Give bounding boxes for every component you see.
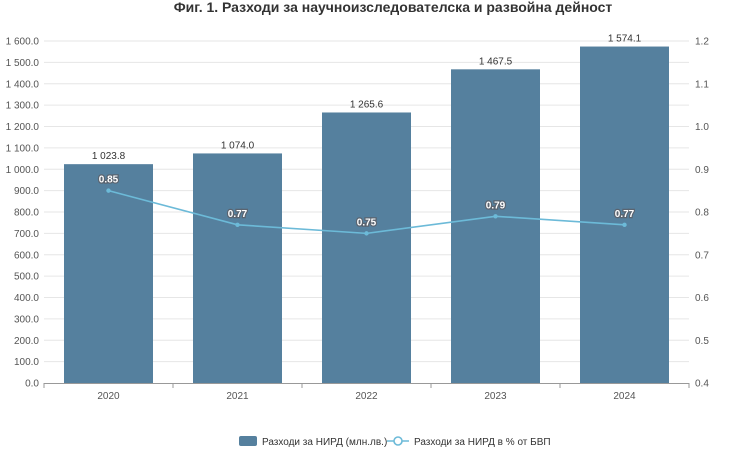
y-left-tick-label: 1 000.0 bbox=[6, 165, 40, 176]
x-tick-label: 2020 bbox=[97, 391, 120, 402]
y-right-tick-label: 0.4 bbox=[695, 379, 709, 390]
y-left-tick-label: 500.0 bbox=[14, 272, 39, 283]
bar-value-label: 1 574.1 bbox=[608, 34, 642, 45]
y-right-tick-label: 0.8 bbox=[695, 208, 709, 219]
y-left-tick-label: 400.0 bbox=[14, 293, 39, 304]
y-right-tick-label: 0.9 bbox=[695, 165, 709, 176]
y-left-tick-label: 900.0 bbox=[14, 186, 39, 197]
y-left-tick-label: 200.0 bbox=[14, 336, 39, 347]
x-axis: 2020 2021 2022 2023 2024 bbox=[43, 383, 690, 402]
y-left-tick-label: 700.0 bbox=[14, 229, 39, 240]
y-right-tick-label: 0.5 bbox=[695, 336, 709, 347]
y-right-tick-label: 0.7 bbox=[695, 250, 709, 261]
line-point[interactable] bbox=[235, 222, 240, 228]
line-value-label: 0.85 bbox=[99, 175, 119, 186]
x-tick-label: 2024 bbox=[613, 391, 636, 402]
legend-line-marker bbox=[393, 436, 403, 446]
line-value-label: 0.77 bbox=[228, 209, 248, 220]
bar[interactable] bbox=[451, 69, 540, 384]
y-right-tick-label: 1.0 bbox=[695, 122, 709, 133]
line-point[interactable] bbox=[364, 231, 369, 236]
y-left-tick-label: 800.0 bbox=[14, 208, 39, 219]
y-axis-left: 0.0 100.0 200.0 300.0 400.0 500.0 600.0 700.0 80… bbox=[6, 37, 40, 390]
line-point[interactable] bbox=[106, 188, 111, 193]
line-value-label: 0.75 bbox=[357, 217, 377, 228]
legend-bar-swatch bbox=[239, 436, 257, 446]
legend-line-label: Разходи за НИРД в % от БВП bbox=[414, 437, 551, 448]
y-left-tick-label: 1 100.0 bbox=[6, 143, 40, 154]
line-value-label: 0.79 bbox=[486, 200, 506, 211]
bar[interactable] bbox=[64, 164, 153, 383]
y-left-tick-label: 300.0 bbox=[14, 314, 39, 325]
y-left-tick-label: 1 200.0 bbox=[6, 122, 40, 133]
bar-value-label: 1 074.0 bbox=[221, 140, 255, 151]
y-left-tick-label: 1 300.0 bbox=[6, 101, 40, 112]
y-left-tick-label: 0.0 bbox=[25, 379, 39, 390]
line-series: 0.85 0.77 0.75 0.79 0.77 bbox=[98, 173, 636, 236]
y-left-tick-label: 600.0 bbox=[14, 250, 39, 261]
line-point[interactable] bbox=[493, 214, 498, 219]
legend[interactable]: Разходи за НИРД (млн.лв.) Разходи за НИР… bbox=[239, 436, 551, 448]
bar[interactable] bbox=[322, 112, 411, 383]
bar-value-label: 1 467.5 bbox=[479, 56, 513, 67]
bar-value-label: 1 265.6 bbox=[350, 99, 384, 110]
y-left-tick-label: 1 500.0 bbox=[6, 58, 40, 69]
chart-title: Фиг. 1. Разходи за научноизследователска… bbox=[174, 0, 613, 15]
y-axis-right: 0.4 0.5 0.6 0.7 0.8 0.9 1.0 1.1 1.2 bbox=[695, 37, 709, 390]
x-tick-label: 2023 bbox=[484, 391, 507, 402]
bar-series: 1 023.8 1 074.0 1 265.6 1 467.5 1 574.1 bbox=[64, 34, 669, 384]
line-point[interactable] bbox=[622, 222, 627, 228]
x-tick-label: 2021 bbox=[226, 391, 249, 402]
y-right-tick-label: 1.2 bbox=[695, 37, 709, 48]
y-left-tick-label: 1 400.0 bbox=[6, 79, 40, 90]
y-left-tick-label: 100.0 bbox=[14, 357, 39, 368]
y-right-tick-label: 1.1 bbox=[695, 79, 709, 90]
bar-value-label: 1 023.8 bbox=[92, 151, 126, 162]
y-left-tick-label: 1 600.0 bbox=[6, 37, 40, 48]
bar[interactable] bbox=[580, 46, 669, 383]
bar[interactable] bbox=[193, 153, 282, 383]
line-value-label: 0.77 bbox=[615, 209, 635, 220]
legend-bar-label: Разходи за НИРД (млн.лв.) bbox=[262, 437, 387, 448]
y-right-tick-label: 0.6 bbox=[695, 293, 709, 304]
x-tick-label: 2022 bbox=[355, 391, 378, 402]
